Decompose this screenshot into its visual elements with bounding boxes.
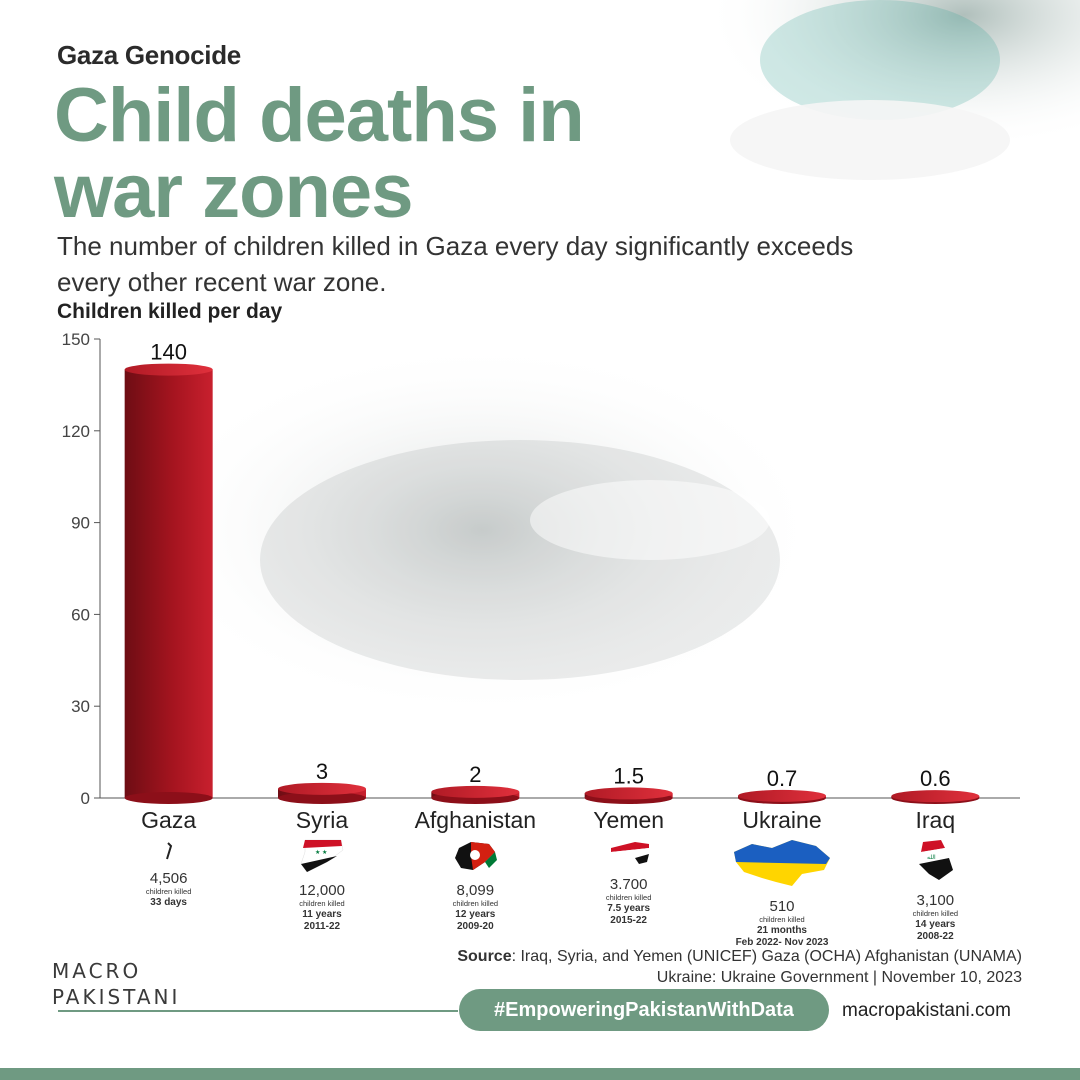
children-killed-total: 12,000 — [299, 882, 345, 899]
flag-wrap: الله — [870, 838, 1000, 889]
y-tick-label: 90 — [71, 514, 90, 533]
afghanistan-flag-map-icon — [455, 842, 498, 870]
category-label: Syria — [296, 807, 349, 833]
category-label: Yemen — [593, 807, 664, 833]
syria-flag-map-icon: ★ ★ — [300, 839, 344, 873]
svg-text:★ ★: ★ ★ — [315, 849, 327, 856]
period-duration: 12 years — [455, 909, 496, 920]
country-info-iraq: الله 3,100 children killed 14 years 2008-22 — [870, 838, 1000, 943]
logo-line-2: PAKISTANI — [52, 985, 181, 1009]
children-killed-total: 510 — [769, 898, 795, 915]
source-note: Source: Iraq, Syria, and Yemen (UNICEF) … — [457, 946, 1022, 988]
bar-base-gaza — [124, 792, 213, 804]
children-killed-total: 3,100 — [916, 892, 955, 909]
flag-wrap — [104, 840, 234, 867]
svg-text:الله: الله — [927, 854, 936, 861]
y-tick-label: 120 — [62, 422, 90, 441]
flag-wrap — [410, 838, 540, 879]
bar-cap-afghanistan — [431, 785, 520, 798]
flag-wrap — [717, 838, 847, 895]
macro-pakistani-logo: MACRO PAKISTANI — [52, 958, 180, 1010]
y-tick-label: 150 — [62, 330, 90, 349]
children-killed-unit: children killed — [912, 909, 959, 918]
period-duration: 21 months — [756, 925, 807, 936]
logo-line-1: MACRO — [52, 959, 142, 983]
period-duration: 7.5 years — [607, 903, 651, 914]
flag-wrap: ★ ★ — [257, 838, 387, 879]
flag-wrap — [564, 838, 694, 873]
period-duration: 11 years — [302, 909, 342, 920]
children-killed-unit: children killed — [605, 893, 652, 902]
children-killed-total: 3.700 — [609, 876, 648, 893]
period-years: 2011-22 — [303, 921, 341, 932]
period-years: 2015-22 — [610, 915, 647, 926]
bottom-band — [0, 1068, 1080, 1080]
gaza-map-icon — [165, 842, 172, 860]
hashtag-badge: #EmpoweringPakistanWithData — [459, 989, 829, 1031]
bar-cap-ukraine — [738, 789, 826, 802]
value-label: 3 — [316, 759, 328, 784]
y-tick-label: 60 — [71, 605, 90, 624]
children-killed-unit: children killed — [299, 899, 345, 908]
bar-cap-yemen — [584, 787, 673, 800]
children-killed-total: 4,506 — [149, 870, 188, 887]
bar-gaza — [124, 369, 213, 798]
period-duration: 14 years — [915, 919, 956, 930]
category-label: Gaza — [141, 807, 196, 833]
source-line-1: : Iraq, Syria, and Yemen (UNICEF) Gaza (… — [511, 948, 1022, 965]
country-info-afghanistan: 8,099 children killed 12 years 2009-20 — [410, 838, 540, 933]
children-killed-unit: children killed — [145, 887, 192, 896]
children-killed-unit: children killed — [759, 915, 805, 924]
value-label: 0.6 — [920, 766, 951, 791]
value-label: 0.7 — [767, 766, 798, 791]
yemen-flag-map-icon — [610, 842, 649, 864]
bar-cap-iraq — [891, 790, 980, 803]
category-label: Ukraine — [742, 807, 821, 833]
period-years: 2009-20 — [456, 921, 494, 932]
source-label: Source — [457, 948, 512, 965]
category-label: Afghanistan — [415, 807, 536, 833]
value-label: 140 — [150, 340, 187, 365]
website-link[interactable]: macropakistani.com — [842, 1000, 1011, 1021]
bar-cap-gaza — [124, 363, 213, 376]
ukraine-flag-map-icon — [734, 840, 830, 886]
source-line-2: Ukraine: Ukraine Government | November 1… — [656, 969, 1022, 986]
value-label: 1.5 — [613, 763, 644, 788]
value-label: 2 — [469, 762, 481, 787]
bar-cap-syria — [278, 782, 366, 795]
country-info-ukraine: 510 children killed 21 months Feb 2022- Nov… — [717, 838, 847, 949]
children-killed-total: 8,099 — [456, 882, 495, 899]
iraq-flag-map-icon: الله — [919, 840, 954, 880]
country-info-gaza: 4,506 children killed 33 days — [104, 840, 234, 909]
y-tick-label: 0 — [81, 789, 90, 808]
y-tick-label: 30 — [71, 697, 90, 716]
country-info-syria: ★ ★ 12,000 children killed 11 years 2011-22 — [257, 838, 387, 933]
country-info-yemen: 3.700 children killed 7.5 years 2015-22 — [564, 838, 694, 927]
period-duration: 33 days — [150, 897, 187, 908]
category-label: Iraq — [916, 807, 956, 833]
period-years: 2008-22 — [916, 931, 954, 942]
children-killed-unit: children killed — [452, 899, 499, 908]
